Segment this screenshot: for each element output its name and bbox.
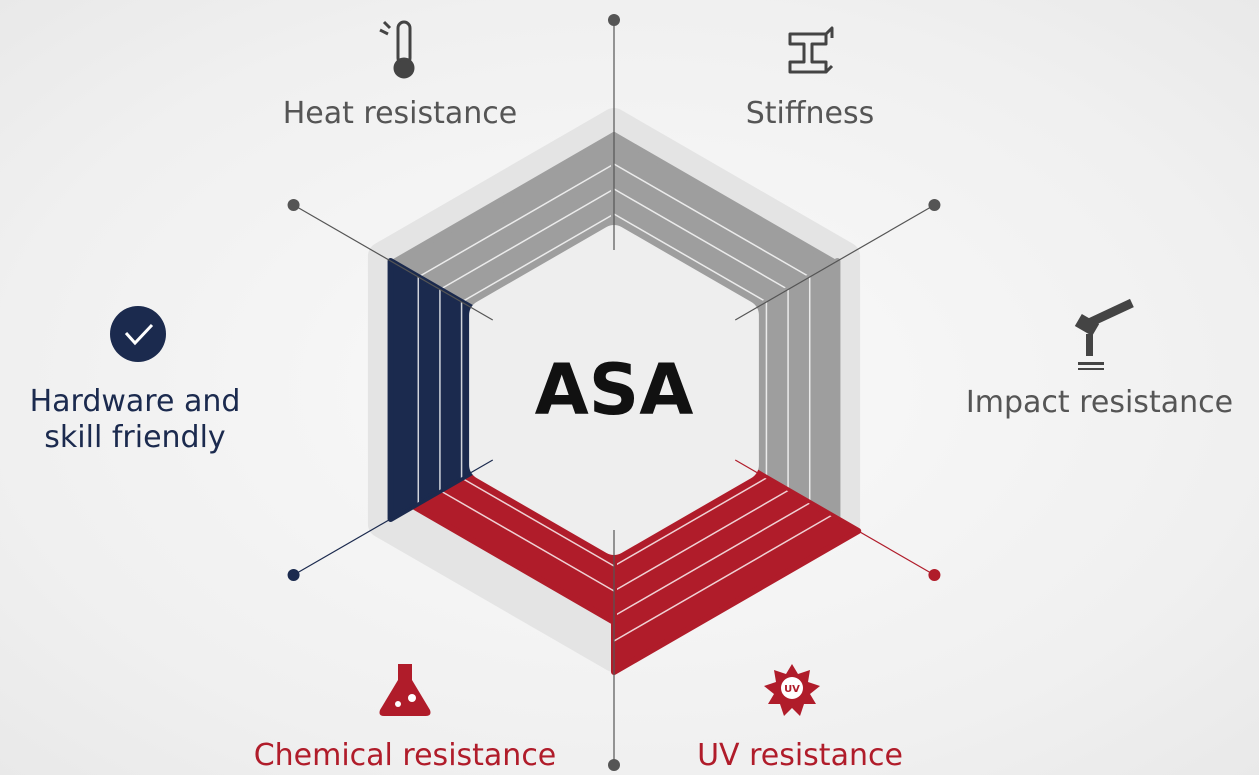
axis-line: [734, 459, 935, 576]
ring-line: [461, 477, 615, 567]
ring-line: [613, 489, 789, 592]
check-icon: [110, 306, 166, 362]
ring-line: [439, 188, 615, 291]
flask-icon: [379, 664, 431, 716]
ring-line: [417, 163, 615, 278]
feature-label: Chemical resistance: [253, 738, 557, 773]
center-label: ASA: [534, 349, 694, 431]
ring-line: [613, 188, 789, 291]
ring-line: [613, 502, 811, 617]
hammer-icon: [1074, 298, 1134, 370]
ring-line: [461, 213, 615, 303]
ring-line: [613, 477, 767, 567]
beam-icon: [788, 26, 834, 74]
hexagon: [287, 14, 941, 771]
axis-dot: [287, 199, 300, 211]
axis-line: [293, 459, 494, 576]
axis-line: [293, 204, 494, 321]
axis-dot: [928, 569, 941, 581]
ring-line: [613, 163, 811, 278]
axis-line: [734, 204, 935, 321]
feature-label: Heat resistance: [282, 96, 518, 131]
ring-line: [439, 489, 615, 592]
axis-dot: [287, 569, 300, 581]
svg-text:UV: UV: [784, 684, 800, 695]
feature-label: Impact resistance: [965, 385, 1234, 420]
axis-dot: [928, 199, 941, 211]
axis-dot: [608, 14, 620, 26]
feature-label: Hardware and skill friendly: [29, 384, 241, 455]
feature-label: Stiffness: [745, 96, 875, 131]
feature-label: UV resistance: [697, 738, 903, 773]
ring-line: [613, 213, 767, 303]
ring-line: [613, 514, 832, 642]
thermometer-icon: [379, 20, 415, 79]
uv-icon: UV: [764, 664, 820, 716]
axis-dot: [608, 759, 620, 771]
